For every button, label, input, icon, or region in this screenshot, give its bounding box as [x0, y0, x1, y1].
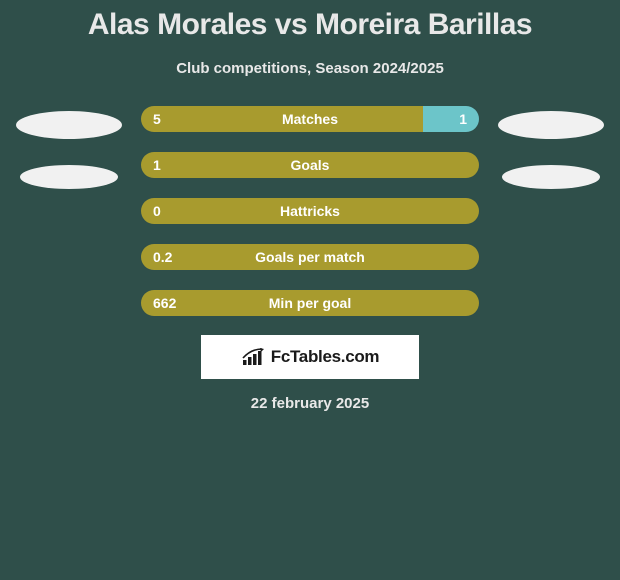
stat-label: Min per goal — [269, 295, 351, 311]
stat-value-a: 0.2 — [153, 249, 172, 265]
stat-bar-row: 0 Hattricks — [140, 197, 480, 225]
stat-label: Goals — [291, 157, 330, 173]
stat-bar-row: 0.2 Goals per match — [140, 243, 480, 271]
player-b-badge-2 — [502, 165, 600, 189]
player-a-badge-1 — [16, 111, 122, 139]
infographic-container: Alas Morales vs Moreira Barillas Club co… — [0, 0, 620, 580]
stat-bar-row: 662 Min per goal — [140, 289, 480, 317]
stats-area: 5 1 Matches 1 Goals 0 Hattricks 0.2 Goals per ma… — [0, 105, 620, 317]
stat-bar-row: 1 Goals — [140, 151, 480, 179]
player-b-badges — [498, 105, 604, 189]
stat-label: Hattricks — [280, 203, 340, 219]
logo-box: FcTables.com — [201, 335, 419, 379]
stat-label: Goals per match — [255, 249, 365, 265]
subtitle: Club competitions, Season 2024/2025 — [176, 60, 444, 77]
stat-bar-row: 5 1 Matches — [140, 105, 480, 133]
stat-bars: 5 1 Matches 1 Goals 0 Hattricks 0.2 Goals per ma… — [140, 105, 480, 317]
stat-label: Matches — [282, 111, 338, 127]
stat-value-a: 5 — [153, 111, 161, 127]
date-label: 22 february 2025 — [251, 395, 369, 412]
stat-value-a: 0 — [153, 203, 161, 219]
stat-value-b: 1 — [459, 111, 467, 127]
logo-text: FcTables.com — [271, 347, 380, 367]
player-a-badges — [16, 105, 122, 189]
logo-chart-icon — [241, 347, 267, 367]
stat-value-a: 1 — [153, 157, 161, 173]
player-a-badge-2 — [20, 165, 118, 189]
bar-segment-b — [423, 106, 479, 132]
player-b-badge-1 — [498, 111, 604, 139]
page-title: Alas Morales vs Moreira Barillas — [88, 8, 532, 42]
stat-value-a: 662 — [153, 295, 176, 311]
logo-inner: FcTables.com — [241, 347, 380, 367]
